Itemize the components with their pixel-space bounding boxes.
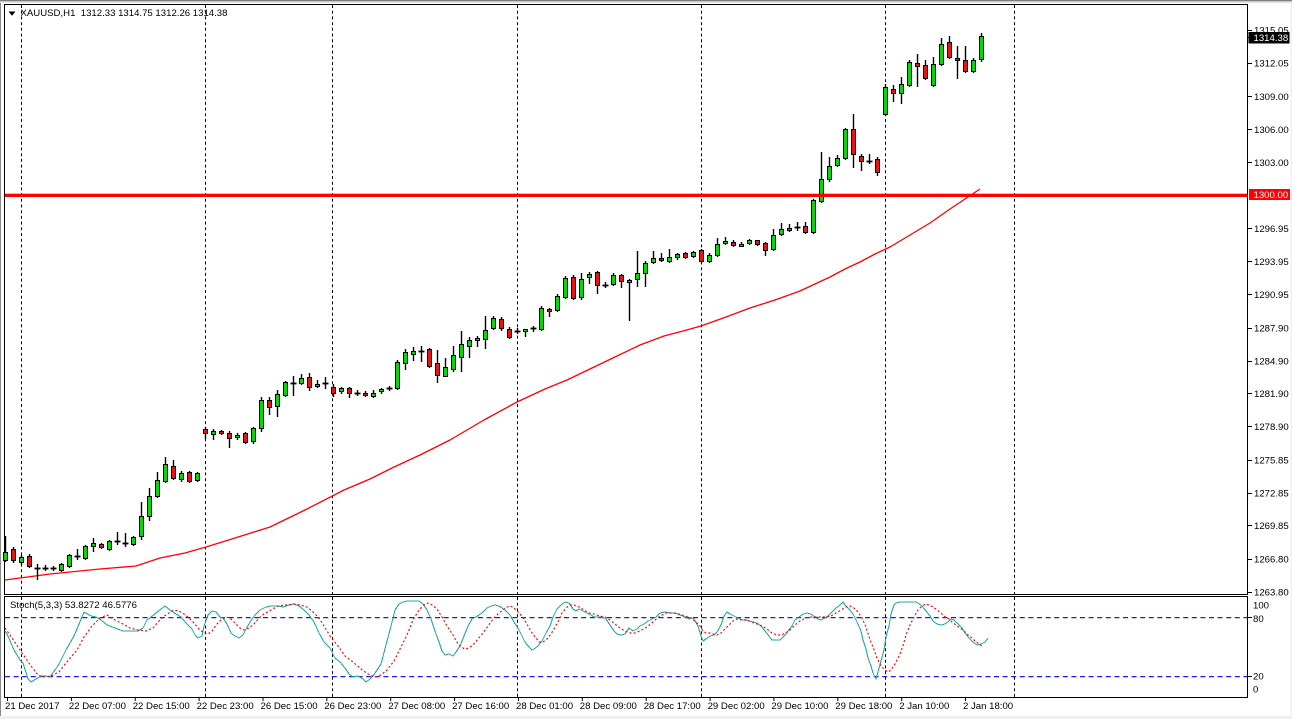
svg-text:0: 0 [1253,684,1258,695]
svg-text:1312.05: 1312.05 [1254,58,1289,69]
svg-text:2 Jan 18:00: 2 Jan 18:00 [963,701,1013,712]
svg-text:80: 80 [1253,614,1264,625]
svg-text:29 Dec 02:00: 29 Dec 02:00 [708,701,765,712]
svg-text:1266.80: 1266.80 [1254,554,1289,565]
svg-text:22 Dec 07:00: 22 Dec 07:00 [69,701,126,712]
svg-text:1263.80: 1263.80 [1254,587,1289,598]
svg-text:XAUUSD,H1 1312.33 1314.75 131: XAUUSD,H1 1312.33 1314.75 1312.26 1314.3… [21,8,228,19]
svg-text:1314.38: 1314.38 [1254,33,1289,44]
svg-text:1275.85: 1275.85 [1254,455,1289,466]
svg-text:1278.90: 1278.90 [1254,422,1289,433]
svg-text:29 Dec 18:00: 29 Dec 18:00 [835,701,892,712]
svg-text:1303.00: 1303.00 [1254,158,1289,169]
svg-text:100: 100 [1253,600,1269,611]
svg-text:20: 20 [1253,671,1264,682]
svg-text:28 Dec 01:00: 28 Dec 01:00 [516,701,573,712]
svg-text:1272.85: 1272.85 [1254,488,1289,499]
svg-text:1300.00: 1300.00 [1254,190,1289,201]
svg-text:2 Jan 10:00: 2 Jan 10:00 [899,701,949,712]
svg-text:1296.95: 1296.95 [1254,224,1289,235]
svg-text:22 Dec 15:00: 22 Dec 15:00 [133,701,190,712]
svg-text:26 Dec 15:00: 26 Dec 15:00 [261,701,318,712]
svg-text:1309.00: 1309.00 [1254,92,1289,103]
svg-text:1290.95: 1290.95 [1254,290,1289,301]
svg-text:1287.90: 1287.90 [1254,323,1289,334]
svg-text:28 Dec 17:00: 28 Dec 17:00 [644,701,701,712]
svg-text:21 Dec 2017: 21 Dec 2017 [5,701,59,712]
svg-text:26 Dec 23:00: 26 Dec 23:00 [324,701,381,712]
svg-text:29 Dec 10:00: 29 Dec 10:00 [771,701,828,712]
svg-text:1293.95: 1293.95 [1254,257,1289,268]
svg-text:Stoch(5,3,3) 53.8272 46.5776: Stoch(5,3,3) 53.8272 46.5776 [10,600,137,611]
svg-text:27 Dec 16:00: 27 Dec 16:00 [452,701,509,712]
svg-text:1306.00: 1306.00 [1254,125,1289,136]
svg-text:1281.90: 1281.90 [1254,389,1289,400]
svg-text:27 Dec 08:00: 27 Dec 08:00 [388,701,445,712]
svg-text:28 Dec 09:00: 28 Dec 09:00 [580,701,637,712]
svg-text:22 Dec 23:00: 22 Dec 23:00 [197,701,254,712]
svg-text:1284.90: 1284.90 [1254,356,1289,367]
svg-text:1269.85: 1269.85 [1254,521,1289,532]
